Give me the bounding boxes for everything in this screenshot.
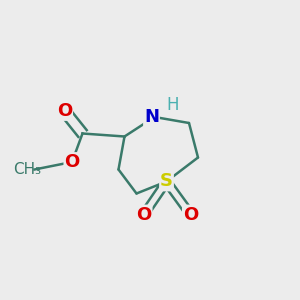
Text: N: N: [144, 108, 159, 126]
Text: O: O: [183, 206, 198, 224]
Text: O: O: [136, 206, 152, 224]
Text: O: O: [57, 102, 72, 120]
Text: O: O: [64, 153, 80, 171]
Text: S: S: [160, 172, 173, 190]
Text: H: H: [166, 96, 179, 114]
Text: CH₃: CH₃: [13, 162, 41, 177]
